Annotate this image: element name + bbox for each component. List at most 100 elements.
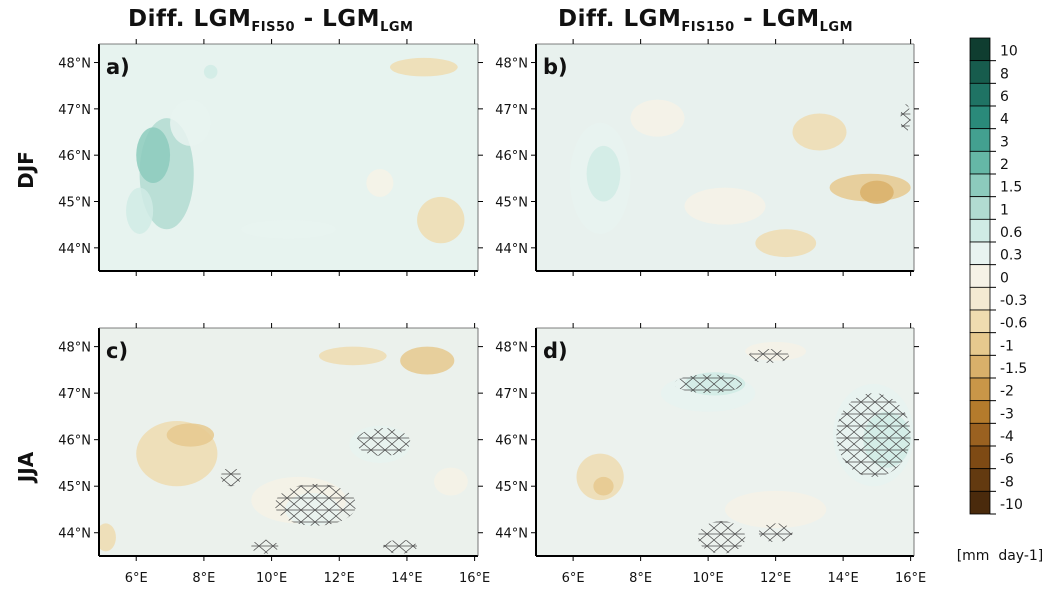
significance-hatching	[383, 539, 418, 554]
y-tick-label: 48°N	[58, 341, 91, 356]
colorbar-level-label: -3	[1000, 406, 1014, 422]
significance-hatching	[274, 483, 357, 526]
y-tick-label: 44°N	[58, 527, 91, 542]
precip-anomaly-region	[203, 64, 218, 79]
colorbar-unit-label: [mm day-1]	[957, 548, 1044, 564]
y-tick-label: 45°N	[58, 196, 91, 211]
colorbar-level-label: 1.5	[1000, 180, 1022, 196]
precip-field	[99, 346, 468, 554]
y-tick-label: 44°N	[58, 242, 91, 257]
right-column-title: Diff. LGMFIS150 - LGMLGM	[558, 6, 853, 35]
x-tick-label: 14°E	[827, 571, 858, 586]
colorbar-swatch	[969, 60, 991, 84]
colorbar-swatch	[969, 445, 991, 470]
map-panel-c: 6°E 8°E 10°E 12°E 14°E 16°E 48°N 47°N 46°N 45°N 44…	[58, 323, 490, 586]
colorbar-level-label: -4	[1000, 429, 1014, 445]
significance-hatching	[356, 428, 411, 456]
precip-field	[576, 341, 914, 554]
colorbar: 10 8 6 4 3 2 1.5 1 0.6 0.3 0 -0.3 -0.6 -1 -1.5 -2 -3 -4 -6…	[957, 37, 1044, 564]
colorbar-level-label: 1	[1000, 202, 1009, 218]
y-tick-label: 46°N	[495, 149, 528, 164]
precip-anomaly-region	[366, 169, 394, 197]
colorbar-level-label: 0.6	[1000, 225, 1022, 241]
significance-hatching	[900, 104, 911, 133]
precip-field	[126, 57, 465, 244]
colorbar-swatch	[969, 286, 991, 311]
x-tick-label: 6°E	[125, 571, 148, 586]
significance-hatching	[748, 348, 790, 363]
colorbar-swatch	[969, 490, 991, 515]
colorbar-level-label: 10	[1000, 44, 1018, 60]
precip-anomaly-region	[725, 490, 827, 529]
y-tick-label: 45°N	[58, 480, 91, 495]
y-tick-label: 48°N	[495, 57, 528, 72]
y-tick-label: 45°N	[495, 196, 528, 211]
significance-hatching	[251, 539, 279, 554]
colorbar-swatch	[969, 332, 991, 356]
colorbar-level-label: -10	[1000, 497, 1023, 513]
y-tick-label: 46°N	[58, 434, 91, 449]
y-tick-label: 45°N	[495, 480, 528, 495]
colorbar-swatch	[969, 468, 991, 492]
x-tick-label: 10°E	[256, 571, 287, 586]
significance-hatching	[220, 467, 242, 487]
colorbar-level-label: -1.5	[1000, 361, 1027, 377]
colorbar-swatch	[969, 105, 991, 130]
colorbar-swatch	[969, 196, 991, 220]
colorbar-swatch	[969, 37, 991, 62]
precip-field	[569, 99, 911, 258]
colorbar-level-label: 4	[1000, 112, 1009, 128]
colorbar-level-label: 0	[1000, 270, 1009, 286]
x-tick-label: 14°E	[391, 571, 422, 586]
colorbar-level-label: 8	[1000, 66, 1009, 82]
map-panel-a: 48°N 47°N 46°N 45°N 44°N a)	[58, 39, 483, 276]
colorbar-swatch	[969, 218, 991, 243]
x-tick-label: 16°E	[895, 571, 926, 586]
colorbar-level-label: -2	[1000, 384, 1014, 400]
precip-anomaly-region	[390, 57, 458, 77]
precip-anomaly-region	[684, 187, 766, 225]
colorbar-level-label: -0.6	[1000, 316, 1027, 332]
x-tick-label: 8°E	[192, 571, 215, 586]
colorbar-swatch	[969, 377, 991, 402]
precip-anomaly-region	[434, 467, 468, 496]
x-tick-label: 12°E	[760, 571, 791, 586]
precip-anomaly-region	[170, 99, 211, 146]
y-tick-label: 47°N	[495, 387, 528, 402]
precip-anomaly-region	[860, 180, 894, 204]
y-tick-label: 44°N	[495, 527, 528, 542]
precip-anomaly-region	[417, 196, 465, 244]
precip-anomaly-region	[630, 99, 685, 137]
colorbar-level-label: 6	[1000, 89, 1009, 105]
colorbar-level-label: -1	[1000, 338, 1014, 354]
colorbar-swatch	[969, 264, 991, 288]
precip-anomaly-region	[241, 220, 336, 239]
colorbar-swatch	[969, 241, 991, 266]
precip-anomaly-region	[136, 127, 171, 183]
precip-anomaly-region	[586, 145, 621, 202]
colorbar-level-label: 0.3	[1000, 248, 1022, 264]
panel-label: d)	[543, 339, 568, 363]
x-tick-label: 8°E	[629, 571, 652, 586]
panel-label: b)	[543, 55, 568, 79]
y-tick-label: 46°N	[495, 434, 528, 449]
precip-anomaly-region	[593, 476, 614, 496]
precip-anomaly-region	[755, 229, 817, 258]
x-tick-label: 6°E	[562, 571, 585, 586]
colorbar-level-label: -8	[1000, 474, 1014, 490]
colorbar-swatch	[969, 422, 991, 447]
precip-anomaly-region	[166, 423, 215, 447]
y-tick-label: 44°N	[495, 242, 528, 257]
colorbar-swatch	[969, 400, 991, 424]
left-column-title: Diff. LGMFIS50 - LGMLGM	[128, 6, 414, 35]
colorbar-swatch	[969, 128, 991, 152]
significance-hatching	[758, 523, 793, 543]
colorbar-swatch	[969, 354, 991, 379]
precip-anomaly-region	[318, 346, 387, 366]
colorbar-swatch	[969, 82, 991, 107]
y-tick-label: 46°N	[58, 149, 91, 164]
colorbar-swatch	[969, 150, 991, 175]
precip-anomaly-region	[792, 113, 847, 151]
y-tick-label: 47°N	[58, 387, 91, 402]
